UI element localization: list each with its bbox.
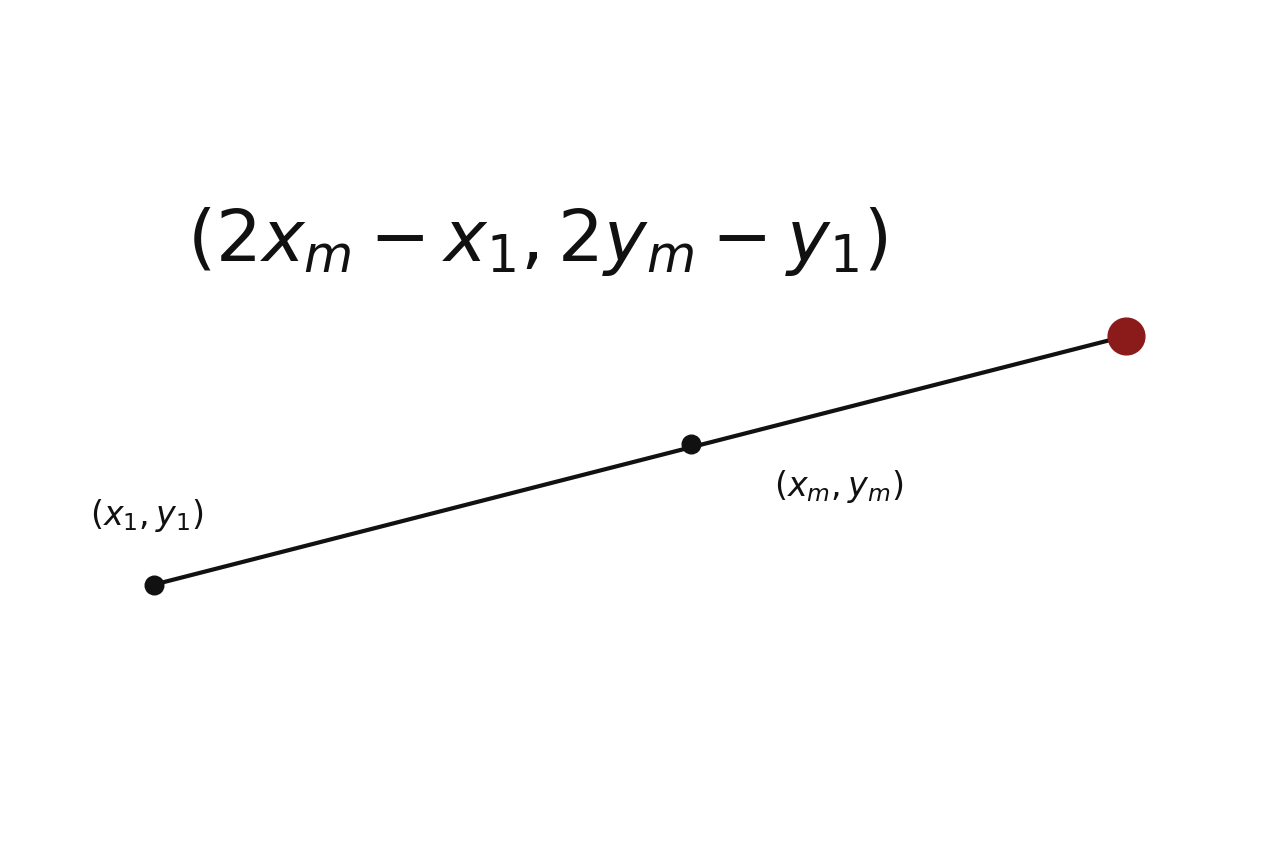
Point [143,578,164,592]
Text: $(x_m, y_m)$: $(x_m, y_m)$ [774,467,902,505]
Text: $(2x_m - x_1, 2y_m - y_1)$: $(2x_m - x_1, 2y_m - y_1)$ [187,205,888,277]
Text: $(x_1, y_1)$: $(x_1, y_1)$ [91,496,204,533]
Text: Endpoint Formula: Endpoint Formula [347,30,933,96]
Point [1116,330,1137,344]
Point [681,438,701,452]
Text: www.inchcalculator.com: www.inchcalculator.com [513,818,767,838]
